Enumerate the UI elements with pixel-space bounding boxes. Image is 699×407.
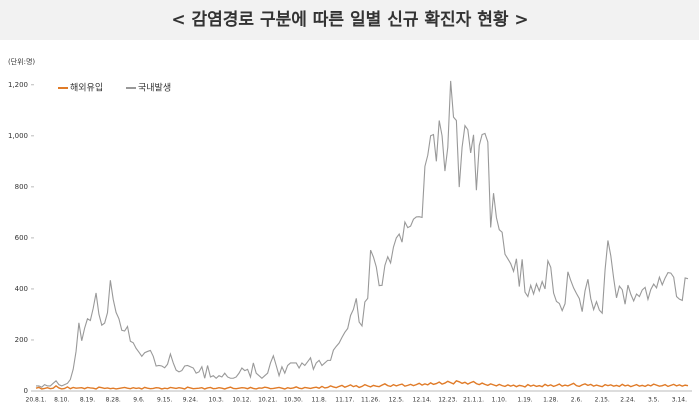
title-band: [0, 0, 699, 40]
y-tick-label: 400: [15, 285, 28, 293]
y-tick-label: 0: [24, 387, 28, 395]
x-tick-label: 12.14.: [413, 397, 432, 404]
chart-title: < 감염경로 구분에 따른 일별 신규 확진자 현황 >: [171, 10, 528, 30]
x-tick-label: 21.1.1.: [463, 397, 484, 404]
x-tick-label: 1.10.: [492, 397, 507, 404]
x-tick-label: 3.14.: [672, 397, 687, 404]
y-tick-label: 1,200: [8, 81, 28, 89]
x-tick-label: 12.5.: [389, 397, 404, 404]
x-tick-label: 2.6.: [571, 397, 583, 404]
series-line: [35, 379, 689, 390]
x-tick-label: 3.5.: [648, 397, 660, 404]
x-tick-label: 10.12.: [232, 397, 251, 404]
x-tick-label: 11.17.: [335, 397, 354, 404]
series-line: [36, 80, 689, 388]
y-tick-label: 800: [15, 183, 28, 191]
x-tick-label: 1.19.: [517, 397, 532, 404]
y-tick-label: 1,000: [8, 132, 28, 140]
x-tick-label: 9.15.: [157, 397, 172, 404]
x-tick-label: 11.8.: [311, 397, 326, 404]
x-tick-label: 10.30.: [284, 397, 303, 404]
x-tick-label: 2.15.: [595, 397, 610, 404]
x-tick-label: 2.24.: [620, 397, 635, 404]
unit-label: (단위:명): [8, 57, 35, 66]
x-tick-label: 9.6.: [133, 397, 145, 404]
legend-label: 해외유입: [70, 82, 103, 94]
x-tick-label: 11.26.: [361, 397, 380, 404]
y-tick-label: 600: [15, 234, 28, 242]
x-tick-label: 10.21.: [258, 397, 277, 404]
legend-label: 국내발생: [138, 83, 171, 94]
x-tick-label: 9.24.: [183, 397, 198, 404]
x-tick-label: 1.28.: [543, 397, 558, 404]
x-tick-label: 8.28.: [106, 397, 121, 404]
x-tick-label: 8.10.: [54, 397, 69, 404]
x-tick-label: 8.19.: [80, 397, 95, 404]
x-tick-label: 12.23.: [438, 397, 457, 404]
x-tick-label: 20.8.1.: [26, 397, 47, 404]
x-tick-label: 10.3.: [209, 397, 224, 404]
y-tick-label: 200: [15, 336, 28, 344]
